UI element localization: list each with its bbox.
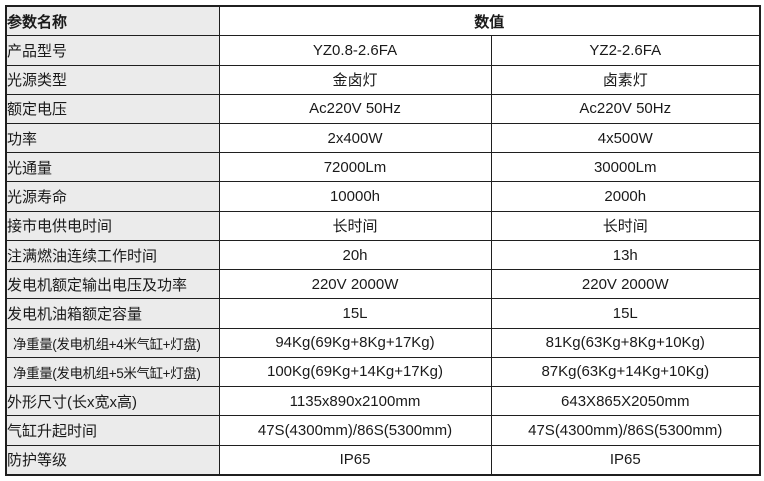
header-param-name: 参数名称 xyxy=(5,5,220,37)
value-cell-model2: YZ2-2.6FA xyxy=(490,35,761,66)
value-cell-model2: Ac220V 50Hz xyxy=(490,93,761,124)
table-row-generator-rated-output: 发电机额定输出电压及功率 220V 2000W 220V 2000W xyxy=(5,269,761,300)
value-cell-model2: 47S(4300mm)/86S(5300mm) xyxy=(490,415,761,446)
value-cell-model1: 长时间 xyxy=(218,210,492,241)
table-row-net-weight-5m: 净重量(发电机组+5米气缸+灯盘) 100Kg(69Kg+14Kg+17Kg) … xyxy=(5,356,761,388)
table-row-luminous-flux: 光通量 72000Lm 30000Lm xyxy=(5,152,761,183)
value-cell-model2: 81Kg(63Kg+8Kg+10Kg) xyxy=(490,327,761,358)
value-cell-model1: YZ0.8-2.6FA xyxy=(218,35,492,66)
value-cell-model1: 20h xyxy=(218,239,492,271)
param-cell: 发电机额定输出电压及功率 xyxy=(5,269,220,300)
value-cell-model1: 47S(4300mm)/86S(5300mm) xyxy=(218,415,492,446)
value-cell-model2: 4x500W xyxy=(490,122,761,154)
param-cell: 净重量(发电机组+5米气缸+灯盘) xyxy=(5,356,220,388)
table-row-fuel-tank-capacity: 发电机油箱额定容量 15L 15L xyxy=(5,298,761,329)
value-cell-model2: 220V 2000W xyxy=(490,269,761,300)
value-cell-model1: 10000h xyxy=(218,181,492,212)
value-cell-model1: 94Kg(69Kg+8Kg+17Kg) xyxy=(218,327,492,358)
value-cell-model2: 长时间 xyxy=(490,210,761,241)
value-cell-model1: 2x400W xyxy=(218,122,492,154)
table-header-row: 参数名称 数值 xyxy=(5,5,761,37)
value-cell-model2: 30000Lm xyxy=(490,152,761,183)
param-cell: 注满燃油连续工作时间 xyxy=(5,239,220,271)
value-cell-model1: IP65 xyxy=(218,444,492,476)
param-cell: 外形尺寸(长x宽x高) xyxy=(5,386,220,417)
table-row-light-source-type: 光源类型 金卤灯 卤素灯 xyxy=(5,64,761,95)
value-cell-model2: 15L xyxy=(490,298,761,329)
value-cell-model1: 72000Lm xyxy=(218,152,492,183)
value-cell-model2: IP65 xyxy=(490,444,761,476)
table-row-full-fuel-runtime: 注满燃油连续工作时间 20h 13h xyxy=(5,239,761,271)
value-cell-model2: 643X865X2050mm xyxy=(490,386,761,417)
value-cell-model1: 220V 2000W xyxy=(218,269,492,300)
value-cell-model2: 2000h xyxy=(490,181,761,212)
table-row-product-model: 产品型号 YZ0.8-2.6FA YZ2-2.6FA xyxy=(5,35,761,66)
param-cell: 产品型号 xyxy=(5,35,220,66)
param-cell: 气缸升起时间 xyxy=(5,415,220,446)
table-row-mains-supply-time: 接市电供电时间 长时间 长时间 xyxy=(5,210,761,241)
value-cell-model1: 100Kg(69Kg+14Kg+17Kg) xyxy=(218,356,492,388)
table-row-power: 功率 2x400W 4x500W xyxy=(5,122,761,154)
table-row-protection-rating: 防护等级 IP65 IP65 xyxy=(5,444,761,476)
param-cell: 额定电压 xyxy=(5,93,220,124)
value-cell-model2: 13h xyxy=(490,239,761,271)
spec-table-container: 参数名称 数值 产品型号 YZ0.8-2.6FA YZ2-2.6FA 光源类型 … xyxy=(5,5,762,476)
param-cell: 防护等级 xyxy=(5,444,220,476)
param-cell: 功率 xyxy=(5,122,220,154)
spec-table: 参数名称 数值 产品型号 YZ0.8-2.6FA YZ2-2.6FA 光源类型 … xyxy=(5,5,762,476)
value-cell-model2: 87Kg(63Kg+14Kg+10Kg) xyxy=(490,356,761,388)
table-row-rated-voltage: 额定电压 Ac220V 50Hz Ac220V 50Hz xyxy=(5,93,761,124)
param-cell: 光源寿命 xyxy=(5,181,220,212)
value-cell-model1: Ac220V 50Hz xyxy=(218,93,492,124)
value-cell-model2: 卤素灯 xyxy=(490,64,761,95)
param-cell: 发电机油箱额定容量 xyxy=(5,298,220,329)
param-cell: 接市电供电时间 xyxy=(5,210,220,241)
table-row-dimensions: 外形尺寸(长x宽x高) 1135x890x2100mm 643X865X2050… xyxy=(5,386,761,417)
param-cell: 光源类型 xyxy=(5,64,220,95)
table-row-net-weight-4m: 净重量(发电机组+4米气缸+灯盘) 94Kg(69Kg+8Kg+17Kg) 81… xyxy=(5,327,761,358)
value-cell-model1: 1135x890x2100mm xyxy=(218,386,492,417)
value-cell-model1: 15L xyxy=(218,298,492,329)
value-cell-model1: 金卤灯 xyxy=(218,64,492,95)
table-row-light-source-life: 光源寿命 10000h 2000h xyxy=(5,181,761,212)
param-cell: 净重量(发电机组+4米气缸+灯盘) xyxy=(5,327,220,358)
header-value: 数值 xyxy=(218,5,761,37)
param-cell: 光通量 xyxy=(5,152,220,183)
table-row-cylinder-raise-time: 气缸升起时间 47S(4300mm)/86S(5300mm) 47S(4300m… xyxy=(5,415,761,446)
